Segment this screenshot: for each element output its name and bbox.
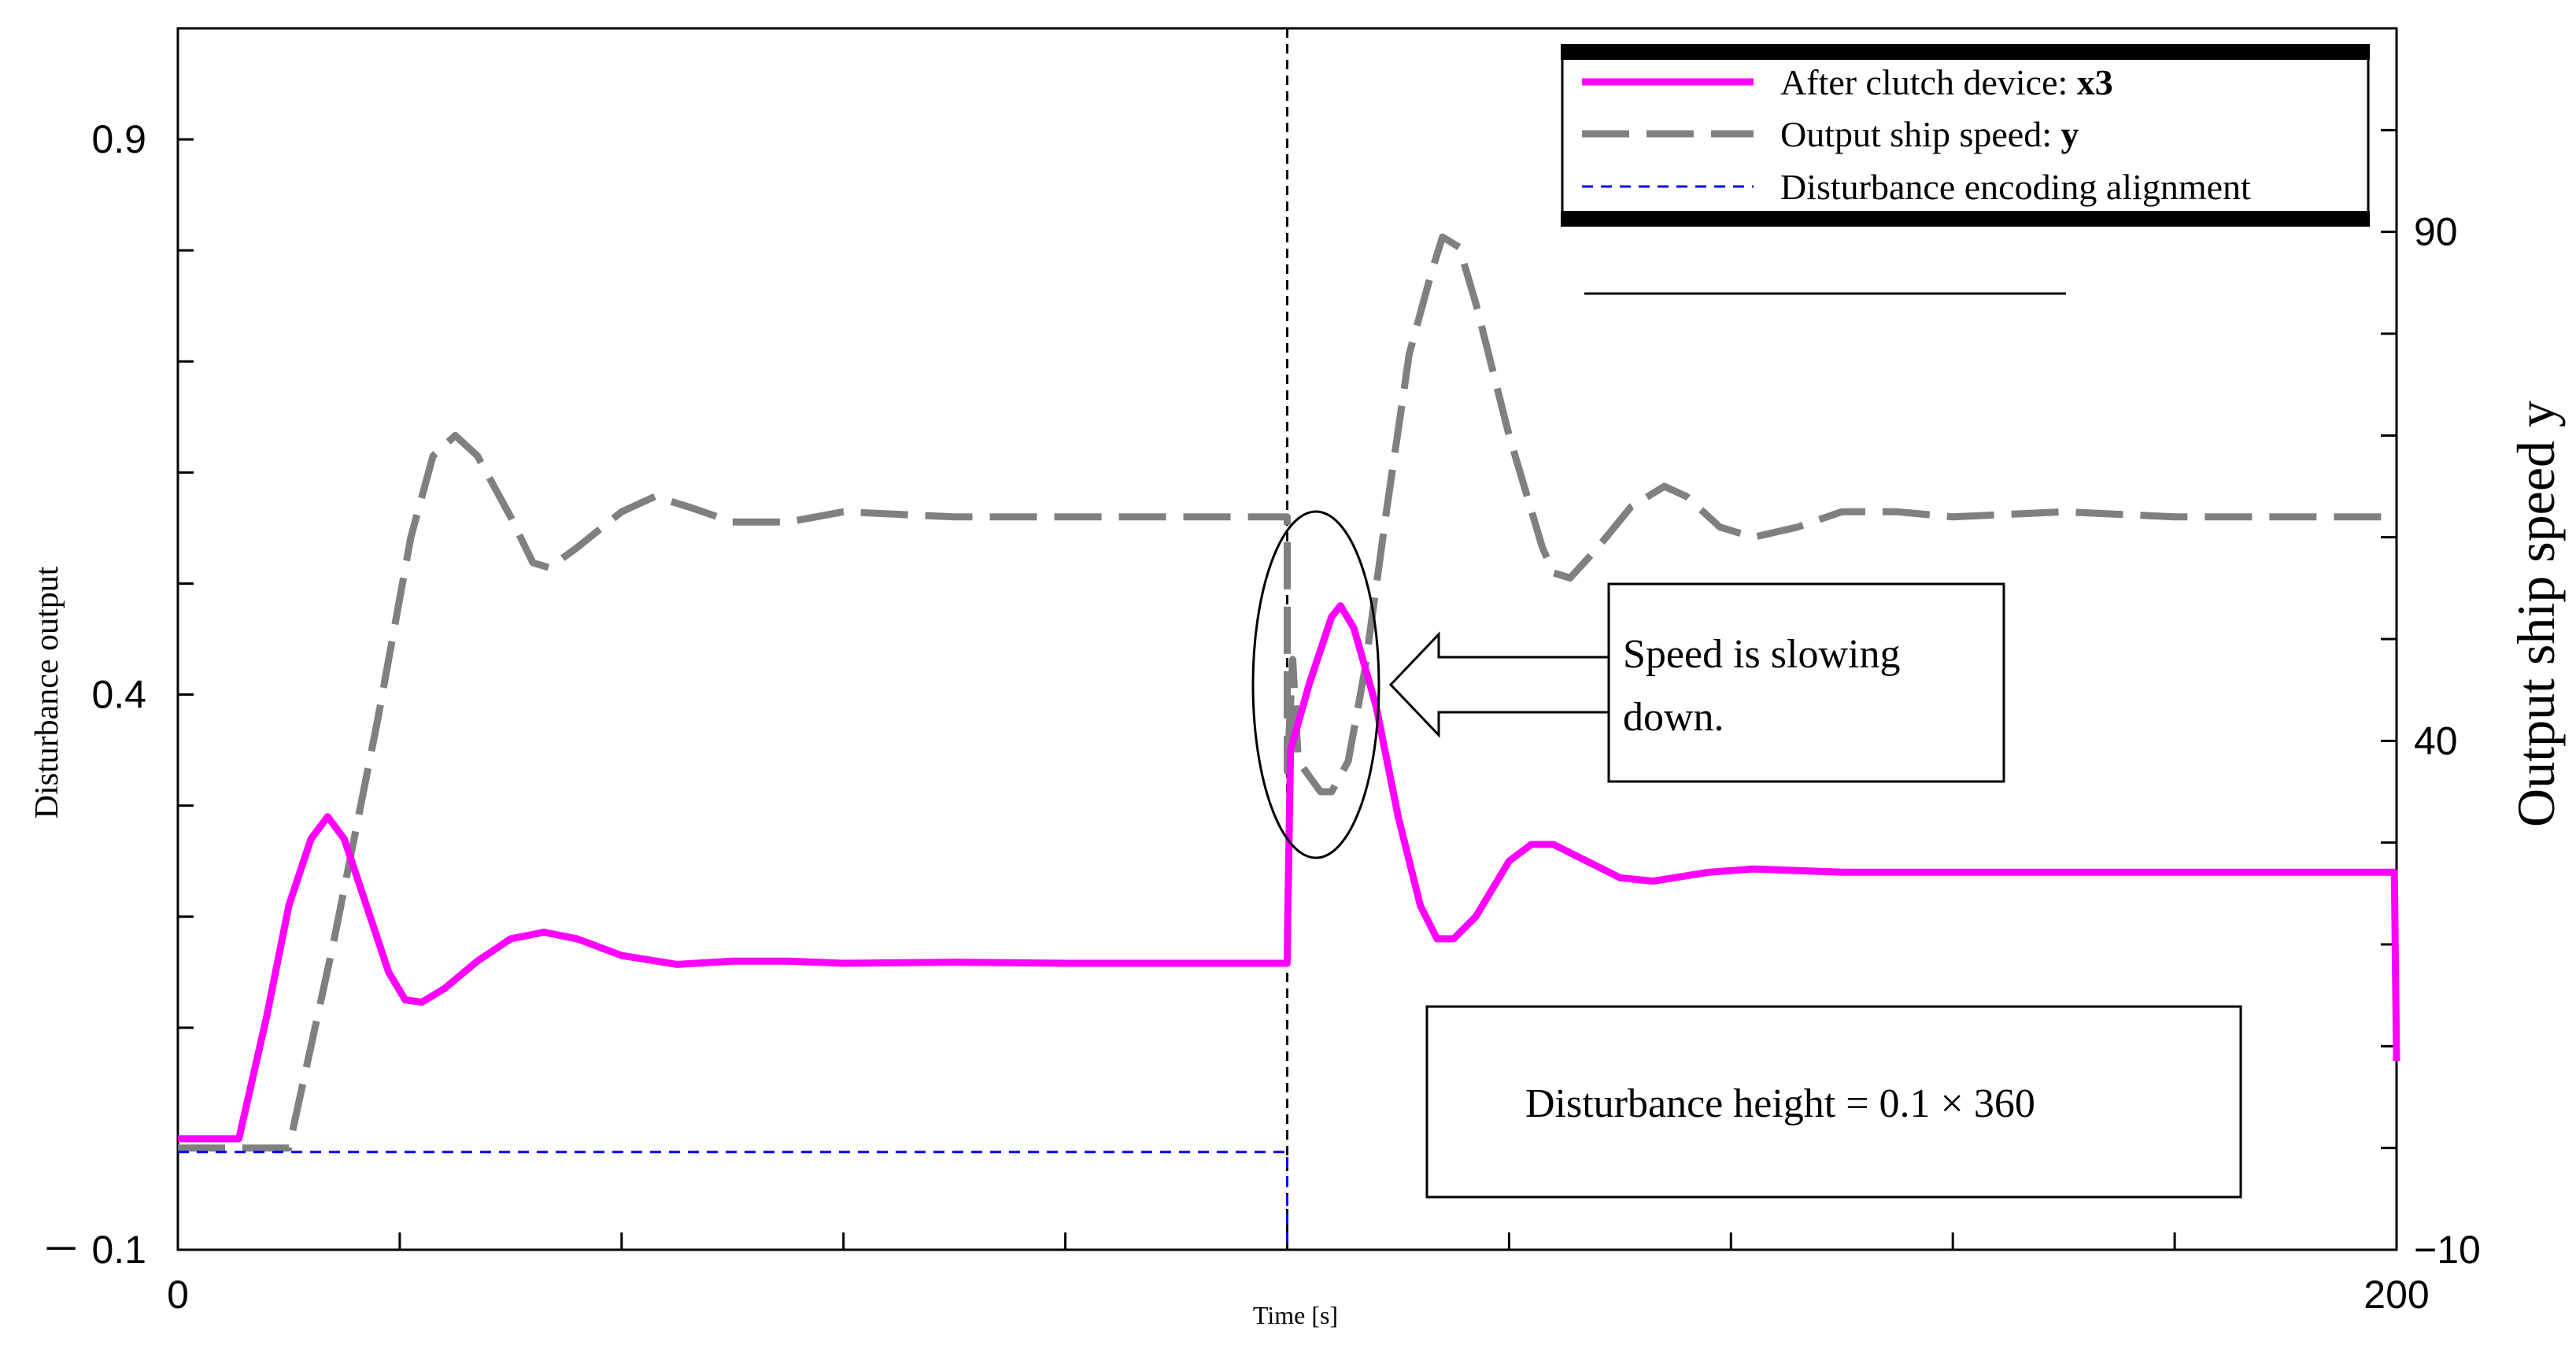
y2-tick-label: 40 xyxy=(2414,719,2458,763)
series-group xyxy=(178,233,2400,1250)
legend: After clutch device: x3 Output ship spee… xyxy=(1561,44,2370,227)
series-line-1 xyxy=(178,233,2397,1152)
annotation-box-height xyxy=(1425,1005,2242,1199)
series-line-0 xyxy=(178,602,2400,1143)
y2-tick-label: 90 xyxy=(2414,210,2458,254)
series-line-2 xyxy=(178,1151,1288,1250)
annotation-slowing-line2: down. xyxy=(1623,695,1724,740)
annotation-box-slowing xyxy=(1607,582,2005,783)
legend-frame xyxy=(1561,47,2370,224)
legend-top-border xyxy=(1561,44,2370,60)
x-tick-label: 200 xyxy=(2363,1273,2429,1317)
legend-bottom-border xyxy=(1561,211,2370,227)
legend-label-y: Output ship speed: y xyxy=(1780,114,2079,154)
x-tick-label: 0 xyxy=(167,1273,189,1317)
x-axis-title: Time [s] xyxy=(1253,1301,1338,1329)
y2-tick-label: −10 xyxy=(2414,1228,2481,1272)
y-axis-title: Disturbance output xyxy=(29,566,65,818)
annotation-slowing-line1: Speed is slowing xyxy=(1623,632,1900,677)
highlight-ellipse xyxy=(1251,510,1380,859)
y-tick-label: 0.9 xyxy=(91,117,146,161)
tick-labels: 0 200 － 0.1 0.4 0.9 −10 40 90 xyxy=(42,117,2481,1317)
y-tick-label: 0.4 xyxy=(91,673,146,717)
y-tick-label: － 0.1 xyxy=(42,1228,146,1272)
legend-label-disturbance: Disturbance encoding alignment xyxy=(1780,167,2251,207)
annotation-height-text: Disturbance height = 0.1 × 360 xyxy=(1525,1081,2035,1126)
legend-label-x3: After clutch device: x3 xyxy=(1780,62,2113,102)
y2-axis-title: Output ship speed y xyxy=(2506,401,2566,827)
